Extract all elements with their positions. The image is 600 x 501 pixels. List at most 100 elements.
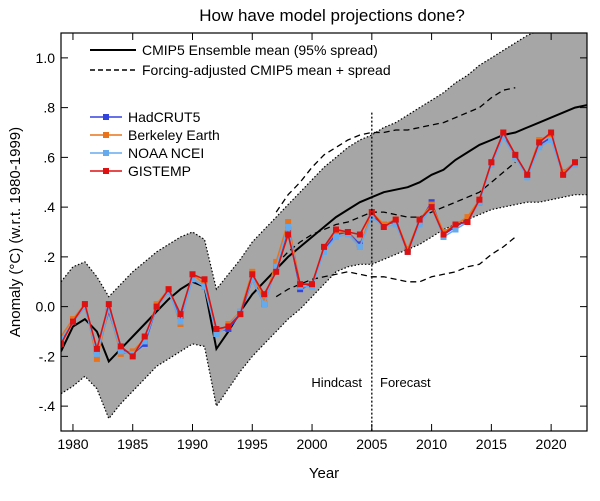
noaa-ncei-point [416,221,423,228]
noaa-ncei-point [213,331,220,337]
x-tick-label: 2015 [476,436,507,452]
noaa-ncei-point [273,263,280,270]
noaa-ncei-point [141,338,148,345]
legend-label: NOAA NCEI [128,145,204,161]
gistemp-point [93,345,100,352]
gistemp-point [61,340,64,347]
noaa-ncei-point [117,348,124,355]
gistemp-point [368,209,375,216]
noaa-ncei-point [548,137,555,143]
gistemp-point [560,171,567,178]
legend-swatch-marker [103,150,109,156]
gistemp-point [404,248,411,255]
gistemp-point [536,139,543,146]
noaa-ncei-point [93,350,100,357]
gistemp-point [464,219,471,225]
gistemp-point [356,231,363,238]
noaa-ncei-point [249,276,256,283]
x-tick-label: 2020 [536,436,567,452]
x-axis-title: Year [309,465,339,482]
noaa-ncei-point [536,144,543,151]
noaa-ncei-point [177,318,184,325]
adjusted-lower-line [275,236,516,298]
y-tick-label: .8 [43,100,55,116]
x-tick-label: 1980 [57,436,88,452]
noaa-ncei-point [261,301,268,308]
noaa-ncei-point [500,134,507,141]
plot-content [61,33,587,420]
berkeley-earth-point [285,219,292,225]
gistemp-point [416,216,423,223]
x-tick-label: 1990 [177,436,208,452]
x-tick-label: 1985 [117,436,148,452]
plot-area [61,33,587,431]
noaa-ncei-point [321,248,327,255]
legend-swatch-marker [103,132,109,138]
hindcast-label: Hindcast [311,375,362,390]
y-tick-label: -.4 [39,398,56,414]
gistemp-point [273,268,280,275]
gistemp-point [512,151,519,158]
gistemp-point [285,231,292,238]
gistemp-point [452,221,459,228]
x-tick-label: 2010 [416,436,447,452]
legend-adjusted-label: Forcing-adjusted CMIP5 mean + spread [142,62,391,78]
noaa-ncei-point [356,243,363,250]
gistemp-point [105,301,112,308]
gistemp-point [321,243,327,250]
adjusted-upper-line [275,87,516,213]
gistemp-point [213,326,220,332]
y-tick-label: .6 [43,149,55,165]
gistemp-point [70,318,76,325]
x-tick-label: 1995 [237,436,268,452]
noaa-ncei-point [285,224,292,230]
x-axis: 1980 1985 1990 1995 2000 2005 2010 2015 2020 [57,33,567,452]
gistemp-point [189,271,196,278]
gistemp-point [225,323,232,330]
x-tick-label: 2000 [296,436,327,452]
gistemp-point [309,281,315,288]
noaa-ncei-point [452,226,459,233]
noaa-ncei-point [392,221,399,228]
gistemp-point [177,311,184,318]
legend-swatch-marker [103,114,109,120]
berkeley-earth-point [464,214,471,221]
y-axis: -.4 -.2 0.0 .2 .4 .6 .8 1.0 [36,50,587,414]
ensemble-upper-bound [61,33,535,298]
gistemp-point [428,204,435,211]
gistemp-point [333,226,339,233]
gistemp-point [201,276,208,283]
chart-title: How have model projections done? [199,6,465,25]
gistemp-point [344,229,351,235]
gistemp-point [81,301,88,308]
gistemp-point [117,343,124,350]
legend-swatch-marker [103,168,109,174]
gistemp-point [249,271,256,278]
noaa-ncei-point [61,336,64,342]
y-tick-label: 1.0 [36,50,56,66]
forecast-label: Forecast [380,375,431,390]
gistemp-point [488,159,495,166]
noaa-ncei-point [201,283,208,290]
y-tick-label: .4 [43,199,55,215]
legend-ensemble-label: CMIP5 Ensemble mean (95% spread) [142,42,378,58]
y-tick-label: .2 [43,249,55,265]
observations-legend: HadCRUT5 Berkeley Earth NOAA NCEI GISTEMP [90,109,220,179]
gistemp-line [61,130,576,358]
gistemp-point [500,129,507,136]
gistemp-point [392,216,399,223]
legend-label: Berkeley Earth [128,127,220,143]
gistemp-point [524,171,531,178]
gistemp-point [380,224,387,230]
noaa-ncei-point [105,306,112,313]
noaa-ncei-point [189,276,196,283]
gistemp-point [129,353,136,360]
model-legend: CMIP5 Ensemble mean (95% spread) Forcing… [90,42,391,78]
x-tick-label: 2005 [356,436,387,452]
gistemp-point [153,303,160,310]
y-tick-label: 0.0 [36,299,56,315]
legend-label: GISTEMP [128,163,191,179]
legend-label: HadCRUT5 [128,109,201,125]
berkeley-earth-point [273,258,280,265]
